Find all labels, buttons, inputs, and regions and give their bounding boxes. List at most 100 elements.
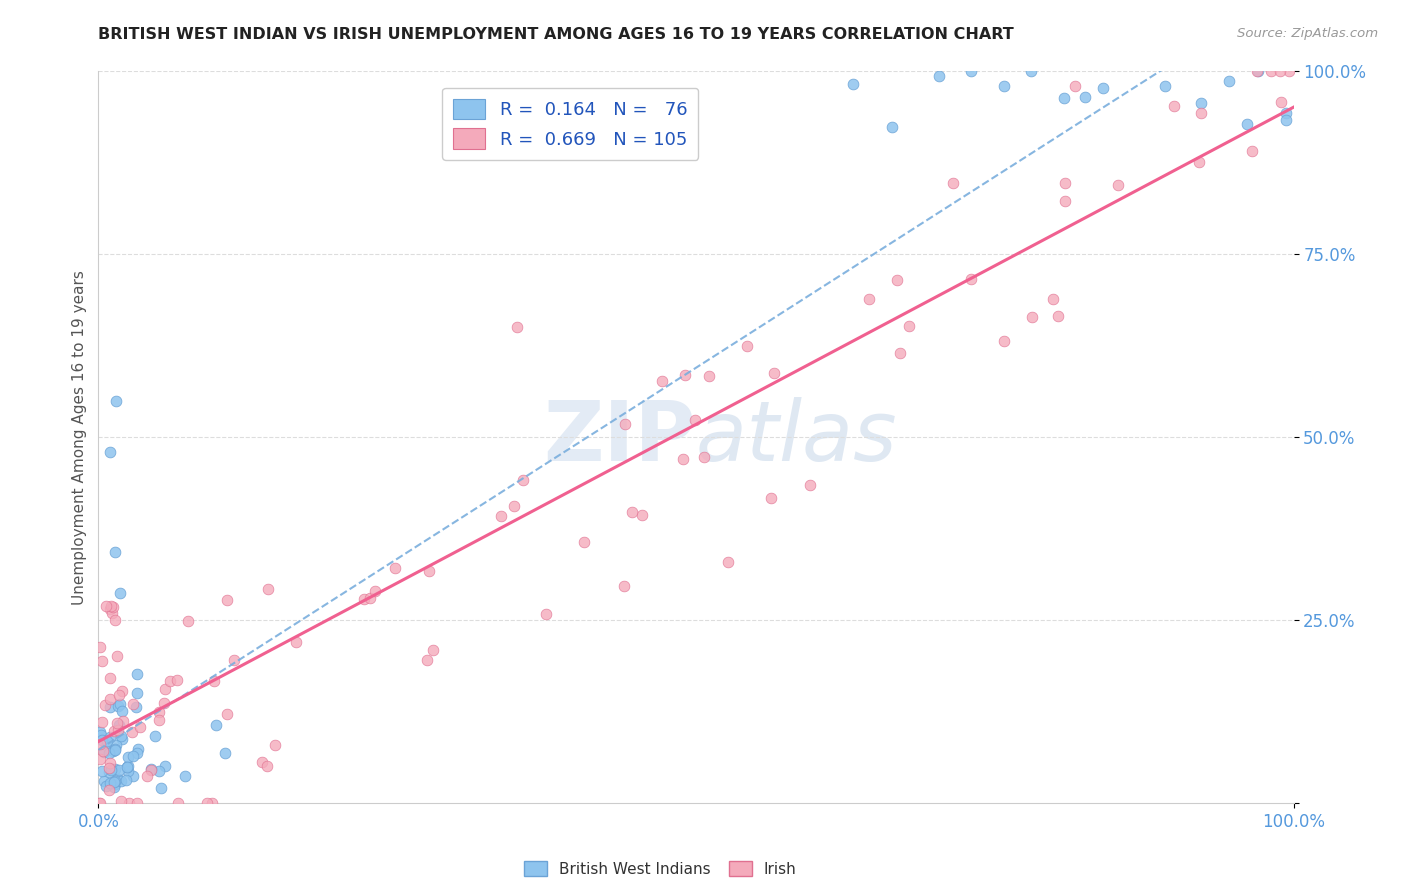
Point xyxy=(153,696,176,710)
Point xyxy=(108,586,131,600)
Point xyxy=(122,769,145,783)
Point xyxy=(993,334,1015,349)
Point xyxy=(98,602,121,616)
Point xyxy=(1091,81,1114,95)
Point xyxy=(89,724,111,739)
Point xyxy=(1189,106,1212,120)
Point xyxy=(89,752,111,766)
Point xyxy=(91,654,114,668)
Text: atlas: atlas xyxy=(696,397,897,477)
Point xyxy=(215,593,238,607)
Point xyxy=(104,741,127,756)
Point xyxy=(1046,310,1069,324)
Point xyxy=(222,653,245,667)
Point xyxy=(104,777,127,791)
Point xyxy=(121,748,143,763)
Point xyxy=(125,700,148,714)
Point xyxy=(201,796,224,810)
Point xyxy=(110,729,132,743)
Point xyxy=(1188,154,1211,169)
Point xyxy=(683,413,706,427)
Point xyxy=(110,773,132,788)
Point xyxy=(111,704,134,718)
Point xyxy=(993,78,1015,93)
Point xyxy=(489,508,512,523)
Point xyxy=(1053,91,1076,105)
Point xyxy=(127,741,149,756)
Point xyxy=(125,796,148,810)
Point xyxy=(111,684,134,698)
Point xyxy=(614,417,637,432)
Text: Source: ZipAtlas.com: Source: ZipAtlas.com xyxy=(1237,27,1378,40)
Point xyxy=(108,688,131,702)
Point xyxy=(108,763,131,777)
Point xyxy=(111,714,134,728)
Legend: British West Indians, Irish: British West Indians, Irish xyxy=(517,855,803,883)
Point xyxy=(91,764,114,779)
Point xyxy=(100,599,122,614)
Point xyxy=(98,756,121,770)
Point xyxy=(117,759,139,773)
Point xyxy=(359,591,381,605)
Point xyxy=(759,491,782,506)
Point xyxy=(166,673,188,688)
Point xyxy=(105,648,128,663)
Point xyxy=(697,369,720,384)
Point xyxy=(735,339,758,353)
Point xyxy=(98,776,121,790)
Point xyxy=(1074,89,1097,103)
Point xyxy=(100,763,122,777)
Point xyxy=(93,773,115,788)
Point xyxy=(135,769,157,783)
Point xyxy=(214,746,236,760)
Point xyxy=(1260,64,1282,78)
Point xyxy=(886,273,908,287)
Point xyxy=(173,769,195,783)
Point xyxy=(104,613,127,627)
Point xyxy=(103,775,125,789)
Point xyxy=(842,77,865,91)
Point xyxy=(141,764,163,778)
Point xyxy=(117,749,139,764)
Point xyxy=(98,700,121,714)
Point xyxy=(195,796,218,810)
Point xyxy=(89,796,111,810)
Point xyxy=(87,796,110,810)
Point xyxy=(94,599,117,613)
Point xyxy=(959,64,981,78)
Point xyxy=(572,534,595,549)
Point xyxy=(942,176,965,190)
Point xyxy=(125,746,148,760)
Point xyxy=(1054,177,1077,191)
Point xyxy=(364,584,387,599)
Point xyxy=(959,272,981,286)
Point xyxy=(536,607,558,621)
Point xyxy=(763,366,786,380)
Point xyxy=(105,715,128,730)
Point xyxy=(111,731,134,746)
Point xyxy=(98,730,121,744)
Point xyxy=(117,796,139,810)
Point xyxy=(205,718,228,732)
Point xyxy=(139,762,162,776)
Point xyxy=(503,499,526,513)
Point xyxy=(122,697,145,711)
Text: ZIP: ZIP xyxy=(544,397,696,477)
Point xyxy=(98,746,121,760)
Point xyxy=(613,579,636,593)
Point xyxy=(1042,292,1064,306)
Point xyxy=(98,444,122,458)
Point xyxy=(89,737,111,751)
Point xyxy=(1054,194,1077,209)
Point xyxy=(104,774,127,789)
Y-axis label: Unemployment Among Ages 16 to 19 years: Unemployment Among Ages 16 to 19 years xyxy=(72,269,87,605)
Point xyxy=(630,508,652,522)
Point xyxy=(1274,105,1296,120)
Point xyxy=(104,738,127,752)
Point xyxy=(897,318,920,333)
Point xyxy=(215,706,238,721)
Point xyxy=(799,477,821,491)
Point xyxy=(693,450,716,465)
Point xyxy=(928,69,950,83)
Point xyxy=(155,682,177,697)
